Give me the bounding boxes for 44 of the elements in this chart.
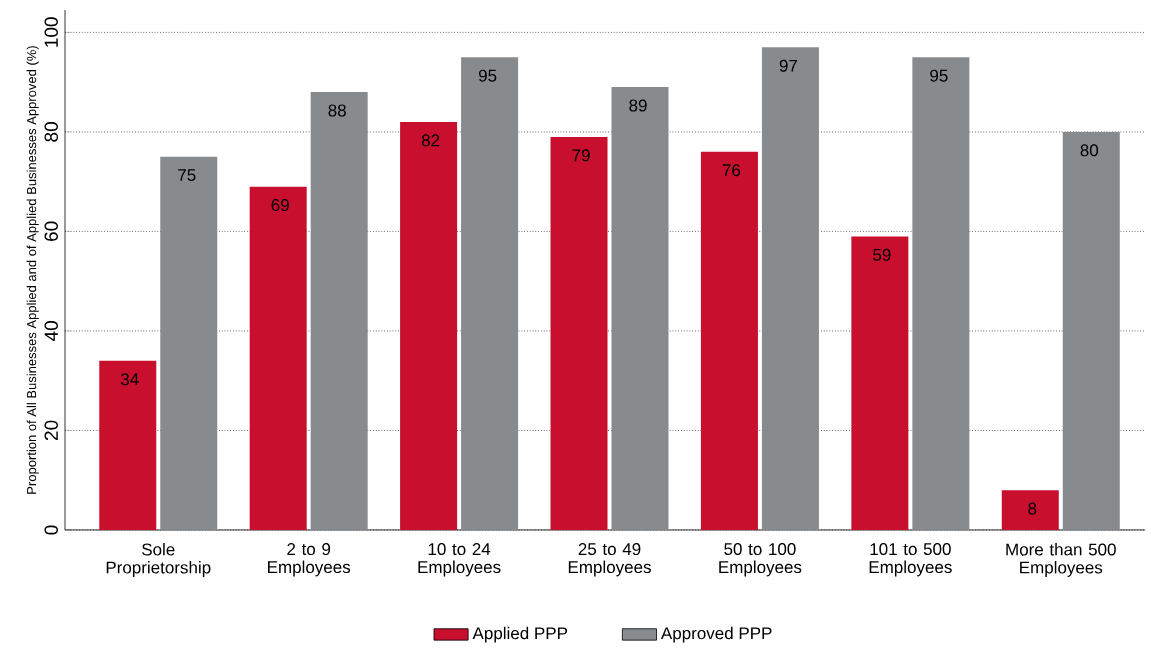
bar [700,151,758,530]
bar [611,87,669,530]
legend-label: Approved PPP [660,626,772,643]
bar [461,57,519,530]
y-axis-title: Proportion of All Businesses Applied and of Applied Businesses Approved (%) [26,46,39,494]
bar [160,156,218,530]
y-tick-label: 60 [44,221,58,241]
y-tick-label: 0 [44,525,58,535]
data-label: 88 [328,104,346,117]
bar [1062,131,1120,530]
x-tick-label: 50 to 100 Employees [719,543,802,577]
bar [761,47,819,530]
bar [912,57,970,530]
data-label: 76 [722,164,741,177]
data-label: 79 [572,149,590,162]
data-label: 59 [873,248,891,261]
data-label: 95 [930,69,948,82]
bar [99,360,157,530]
y-tick-label: 40 [44,321,58,342]
data-label: 75 [178,169,196,181]
bar [550,136,608,530]
y-tick-label: 100 [44,17,58,47]
legend-label: Applied PPP [472,626,568,643]
data-label: 95 [478,69,497,82]
bar [310,92,368,530]
data-label: 34 [120,373,139,386]
y-tick-label: 20 [44,420,58,441]
x-tick-label: 2 to 9 Employees [268,543,351,577]
x-tick-label: More than 500 Employees [1006,542,1116,577]
data-label: 69 [271,199,289,212]
bar [249,186,307,530]
bar [1001,490,1059,530]
bar [400,121,458,530]
x-tick-label: 10 to 24 Employees [418,543,501,577]
data-label: 82 [421,134,440,147]
y-tick-label: 80 [44,122,58,142]
data-label: 8 [1028,502,1037,515]
data-label: 97 [779,59,798,72]
data-label: 89 [629,99,647,112]
bar [851,236,909,530]
x-tick-label: Sole Proprietorship [106,542,211,577]
data-label: 80 [1080,144,1099,157]
x-tick-label: 101 to 500 Employees [869,543,952,577]
x-tick-label: 25 to 49 Employees [568,543,651,577]
